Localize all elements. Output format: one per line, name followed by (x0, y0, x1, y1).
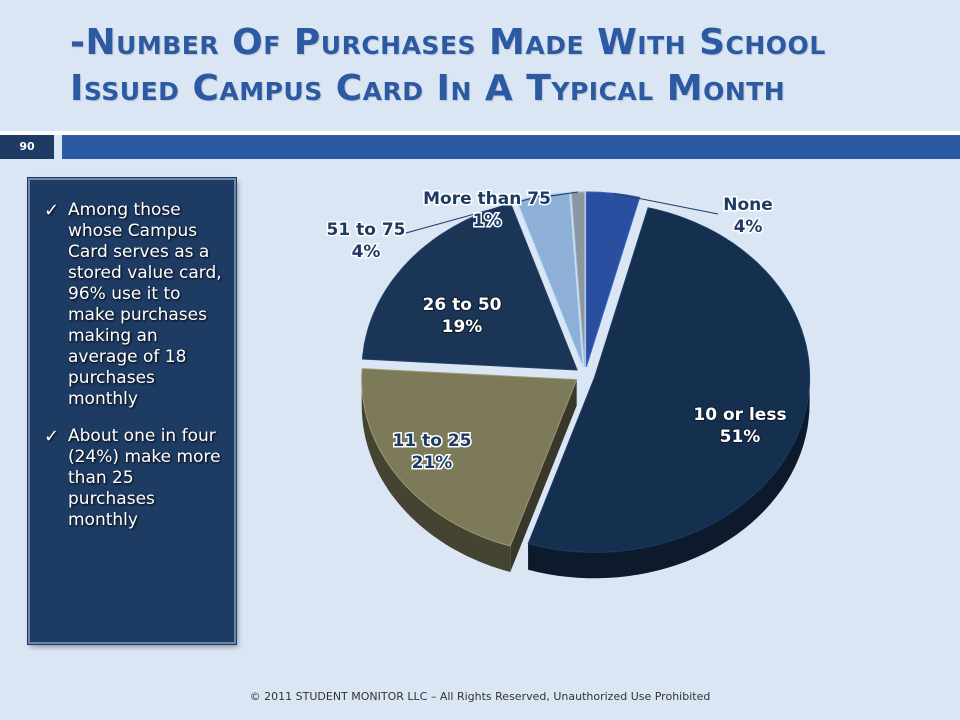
summary-bullet-text: Among those whose Campus Card serves as … (68, 200, 222, 409)
slide-title: -Number Of Purchases Made With School Is… (70, 20, 950, 112)
title-line-2: Issued Campus Card In A Typical Month (70, 68, 786, 109)
slice-value-51-to-75: 4% (352, 242, 381, 262)
summary-bullet: ✓ Among those whose Campus Card serves a… (40, 200, 224, 410)
pie-top-layer (361, 191, 811, 553)
pie-edge-11-to-25 (510, 379, 577, 572)
leader-line-51-to-75 (405, 194, 543, 234)
slice-label-26-to-50: 26 to 50 (423, 295, 502, 315)
header-bar (62, 135, 960, 159)
pie-slice-11-to-25 (361, 368, 578, 547)
summary-bullet-text: About one in four (24%) make more than 2… (68, 426, 221, 530)
slice-label-none: None (723, 195, 773, 215)
title-divider (0, 131, 960, 135)
checkmark-icon: ✓ (44, 200, 60, 221)
summary-bullet: ✓ About one in four (24%) make more than… (40, 426, 224, 531)
slice-value-26-to-50: 19% (442, 317, 483, 337)
slice-value-11-to-25: 21% (412, 453, 453, 473)
pie-slice-10-or-less (527, 207, 811, 553)
title-line-1: -Number Of Purchases Made With School (70, 22, 826, 63)
pie-side-11-to-25 (361, 379, 511, 572)
checkmark-icon: ✓ (44, 426, 60, 447)
copyright-footer: © 2011 STUDENT MONITOR LLC – All Rights … (249, 690, 711, 703)
slice-label-more-than-75: More than 75 (423, 189, 551, 209)
pie-slice-26-to-50 (361, 202, 578, 371)
slice-label-11-to-25: 11 to 25 (393, 431, 472, 451)
slice-label-51-to-75: 51 to 75 (327, 220, 406, 240)
pie-slice-more-than-75 (570, 191, 586, 367)
page-number-badge: 90 (0, 135, 54, 159)
summary-panel: ✓ Among those whose Campus Card serves a… (27, 177, 237, 645)
leader-line-none (613, 192, 719, 215)
pie-side-10-or-less (528, 377, 810, 579)
slice-value-10-or-less: 51% (720, 427, 761, 447)
leader-line-more-than-75 (550, 191, 578, 197)
slice-value-none: 4% (734, 217, 763, 237)
slice-label-10-or-less: 10 or less (693, 405, 786, 425)
pie-slice-51-to-75 (516, 191, 584, 368)
slice-value-more-than-75: 1% (473, 211, 502, 231)
